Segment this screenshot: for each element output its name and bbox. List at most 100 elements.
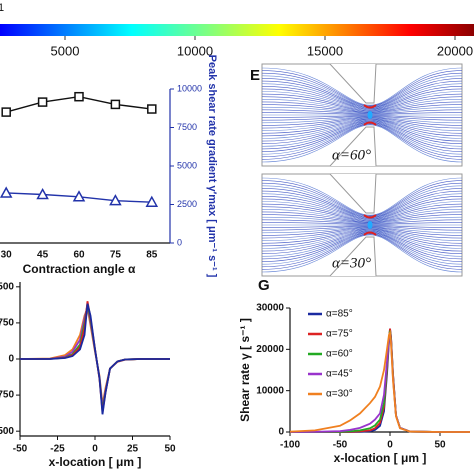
y-axis-label: Shear rate γ [ s⁻¹ ] xyxy=(238,318,252,422)
colorbar-tick-label: 20000 xyxy=(437,43,473,58)
streamline xyxy=(261,91,463,111)
throat-high xyxy=(363,121,377,126)
throat-high xyxy=(363,231,377,236)
panel-label: E xyxy=(250,67,260,84)
y2-axis-label: Peak shear rate gradient γ′max [ μm⁻¹ s⁻… xyxy=(206,55,218,278)
legend-label: α=45° xyxy=(326,369,353,380)
marker xyxy=(72,190,86,202)
panel-label: G xyxy=(258,277,270,294)
streamline xyxy=(261,93,463,111)
streamline xyxy=(261,124,463,163)
streamline xyxy=(261,123,463,158)
streamline xyxy=(261,230,463,252)
streamlines xyxy=(261,63,463,277)
throat-high xyxy=(363,104,377,109)
x-tick-label: 50 xyxy=(164,444,176,455)
streamline xyxy=(261,180,463,216)
streamline xyxy=(261,70,463,106)
marker xyxy=(145,195,159,207)
y2-tick-label: 10000 xyxy=(177,83,202,93)
x-tick-label: 75 xyxy=(110,250,122,261)
x-tick-label: -100 xyxy=(280,440,300,451)
legend-label: α=60° xyxy=(326,349,353,360)
streamline xyxy=(261,230,463,255)
wall xyxy=(262,63,462,104)
streamline xyxy=(261,229,463,247)
image-label: α=60° xyxy=(332,147,371,163)
streamline xyxy=(261,88,463,110)
streamline xyxy=(261,234,463,270)
x-tick-label: -50 xyxy=(13,444,28,455)
streamline xyxy=(261,85,463,110)
colorbar-label: 1 xyxy=(0,2,4,14)
colorbar-tick-label: 15000 xyxy=(307,43,343,58)
legend-label: α=30° xyxy=(326,389,353,400)
series-line xyxy=(290,330,470,433)
marker xyxy=(37,97,48,107)
y-tick-label: 0 xyxy=(8,354,14,365)
y2-tick-label: 2500 xyxy=(177,199,197,209)
marker xyxy=(0,186,13,198)
x-axis-label: x-location [ μm ] xyxy=(49,455,142,469)
x-tick-label: 85 xyxy=(146,250,158,261)
y-tick-label: -1500 xyxy=(0,426,14,437)
y-tick-label: 750 xyxy=(0,318,14,329)
marker xyxy=(74,91,84,102)
streamline xyxy=(261,124,463,160)
x-tick-label: 30 xyxy=(1,250,13,261)
y2-tick-label: 5000 xyxy=(177,160,197,170)
x-axis-label: Contraction angle α xyxy=(23,262,136,276)
wall xyxy=(262,126,462,167)
streamline xyxy=(261,201,463,221)
marker xyxy=(110,99,121,110)
series-line xyxy=(289,329,470,433)
y2-tick-label: 0 xyxy=(177,237,182,247)
x-tick-label: 0 xyxy=(92,444,98,455)
y2-tick-label: 7500 xyxy=(177,122,197,132)
y-tick-label: -750 xyxy=(0,390,14,401)
x-tick-label: 0 xyxy=(387,440,393,451)
series-line xyxy=(19,305,170,405)
colorbar-tick-label: 5000 xyxy=(51,43,80,58)
series-line xyxy=(20,303,170,415)
streamline xyxy=(261,233,463,268)
x-tick-label: 50 xyxy=(434,440,446,451)
throat-core xyxy=(367,221,373,229)
image-label: α=30° xyxy=(332,255,371,271)
streamline xyxy=(261,198,463,220)
y-tick-label: 20000 xyxy=(256,344,284,355)
streamline xyxy=(261,72,463,107)
streamline xyxy=(261,234,463,273)
streamline xyxy=(261,229,463,249)
x-tick-label: -50 xyxy=(333,440,348,451)
x-tick-label: 60 xyxy=(73,250,85,261)
wall xyxy=(262,236,462,277)
x-tick-label: 25 xyxy=(127,444,139,455)
streamline xyxy=(261,119,463,137)
colorbar-tick-label: 10000 xyxy=(177,43,213,58)
legend-label: α=75° xyxy=(326,329,353,340)
y-tick-label: 1500 xyxy=(0,281,14,292)
streamline xyxy=(261,119,463,139)
streamline xyxy=(261,195,463,220)
streamline xyxy=(261,203,463,221)
marker xyxy=(36,187,49,200)
marker xyxy=(147,104,157,114)
streamline xyxy=(261,120,463,145)
throat-high xyxy=(363,214,377,219)
x-axis-label: x-location [ μm ] xyxy=(334,451,427,465)
streamline xyxy=(261,67,463,106)
streamline xyxy=(261,120,463,142)
wall xyxy=(262,173,462,214)
streamline xyxy=(261,177,463,216)
throat-core xyxy=(367,111,373,119)
x-tick-label: 45 xyxy=(37,250,49,261)
legend-label: α=85° xyxy=(326,309,353,320)
marker xyxy=(1,107,11,117)
y-tick-label: 0 xyxy=(278,427,284,438)
streamline xyxy=(261,182,463,217)
x-tick-label: -25 xyxy=(50,444,65,455)
y-tick-label: 30000 xyxy=(256,303,284,314)
